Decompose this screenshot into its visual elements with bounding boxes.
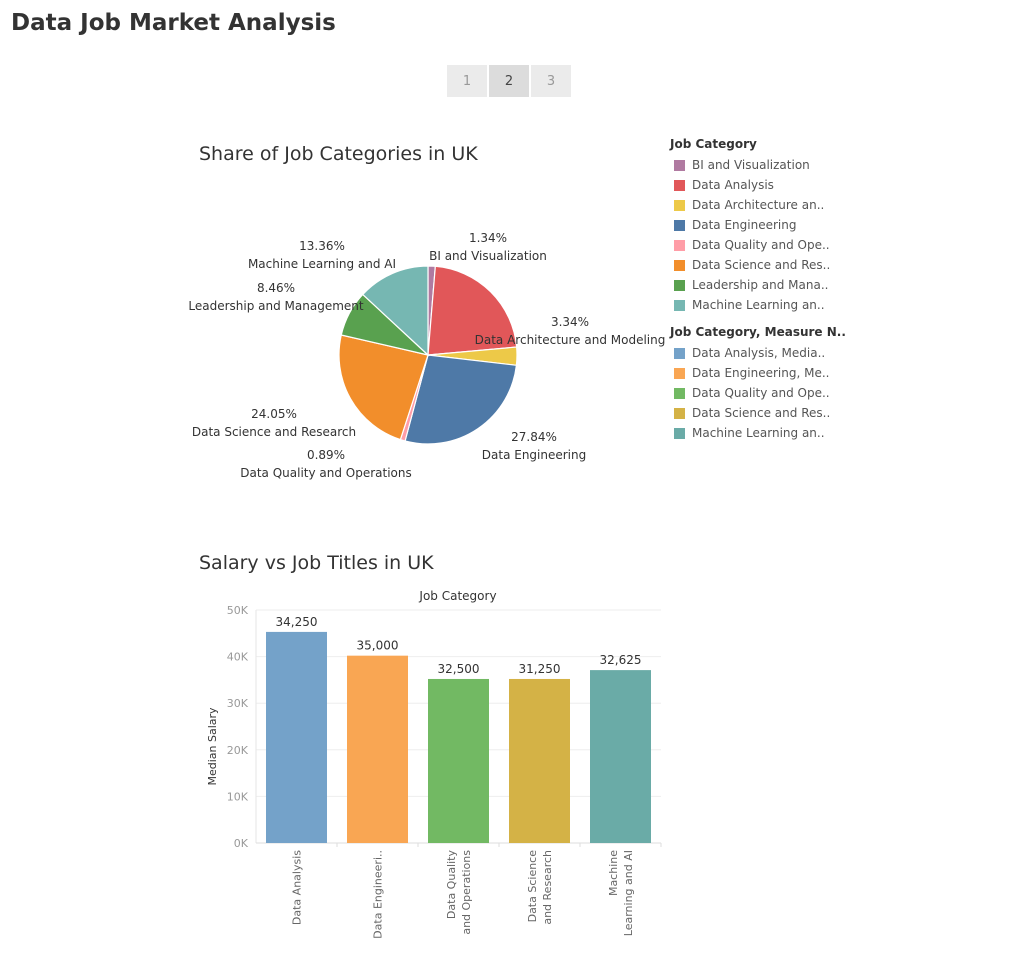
legend-title: Job Category, Measure N.. xyxy=(670,325,846,339)
legend-label: Machine Learning an.. xyxy=(692,426,825,440)
x-category-label: Data Analysis xyxy=(291,850,304,925)
bar-chart-header: Job Category xyxy=(418,589,496,603)
legend-swatch xyxy=(674,239,685,251)
y-tick-label: 20K xyxy=(227,744,249,757)
y-tick-label: 0K xyxy=(234,837,249,850)
x-category-label: and Research xyxy=(541,850,554,925)
legend-label: Data Analysis, Media.. xyxy=(692,346,826,360)
legend-label: Machine Learning an.. xyxy=(692,298,825,312)
legend2-item[interactable]: Data Engineering, Me.. xyxy=(670,363,846,383)
y-tick-label: 30K xyxy=(227,697,249,710)
legend-job-category: Job Category BI and Visualization Data An… xyxy=(670,137,846,443)
legend-label: Data Science and Res.. xyxy=(692,258,831,272)
legend-swatch xyxy=(674,407,685,419)
legend-swatch xyxy=(674,299,685,311)
pie-category-label: Leadership and Management xyxy=(188,299,364,313)
legend-label: Data Engineering, Me.. xyxy=(692,366,830,380)
pie-category-label: Data Engineering xyxy=(482,448,586,462)
bar[interactable] xyxy=(428,678,489,843)
pie-percent-label: 3.34% xyxy=(551,315,589,329)
bar[interactable] xyxy=(509,678,570,843)
pie-chart-title: Share of Job Categories in UK xyxy=(199,143,478,165)
legend-swatch xyxy=(674,159,685,171)
legend-swatch xyxy=(674,219,685,231)
bar-value-label: 32,625 xyxy=(600,653,642,667)
legend-swatch xyxy=(674,427,685,439)
legend-swatch xyxy=(674,347,685,359)
pie-slice[interactable] xyxy=(427,265,518,356)
legend-swatch xyxy=(674,387,685,399)
legend-label: BI and Visualization xyxy=(692,158,810,172)
legend-label: Data Architecture an.. xyxy=(692,198,825,212)
x-category-label: Data Science xyxy=(526,850,539,923)
bar-value-label: 31,250 xyxy=(519,662,561,676)
legend1-item[interactable]: Data Quality and Ope.. xyxy=(670,235,846,255)
pie-percent-label: 0.89% xyxy=(307,448,345,462)
legend-label: Data Quality and Ope.. xyxy=(692,238,830,252)
legend2-item[interactable]: Data Analysis, Media.. xyxy=(670,343,846,363)
page-button-2[interactable]: 2 xyxy=(489,65,529,97)
legend-swatch xyxy=(674,259,685,271)
pie-category-label: BI and Visualization xyxy=(429,249,547,263)
page-title: Data Job Market Analysis xyxy=(11,10,336,36)
legend-swatch xyxy=(674,199,685,211)
legend-swatch xyxy=(674,179,685,191)
legend1-item[interactable]: Data Science and Res.. xyxy=(670,255,846,275)
legend-label: Data Analysis xyxy=(692,178,774,192)
pie-category-label: Data Architecture and Modeling xyxy=(475,333,666,347)
bar-value-label: 32,500 xyxy=(438,662,480,676)
bar-value-label: 34,250 xyxy=(276,615,318,629)
x-category-label: Learning and AI xyxy=(622,850,635,936)
x-category-label: Data Engineeri.. xyxy=(372,850,385,939)
legend2-item[interactable]: Data Science and Res.. xyxy=(670,403,846,423)
page-button-3[interactable]: 3 xyxy=(531,65,571,97)
bar[interactable] xyxy=(347,655,408,843)
pie-category-label: Machine Learning and AI xyxy=(248,257,396,271)
legend1-item[interactable]: BI and Visualization xyxy=(670,155,846,175)
legend-label: Data Quality and Ope.. xyxy=(692,386,830,400)
y-axis-label: Median Salary xyxy=(206,707,219,786)
pie-percent-label: 8.46% xyxy=(257,281,295,295)
legend1-item[interactable]: Machine Learning an.. xyxy=(670,295,846,315)
pie-slice[interactable] xyxy=(404,354,518,445)
legend1-item[interactable]: Data Architecture an.. xyxy=(670,195,846,215)
x-category-label: Machine xyxy=(607,850,620,896)
page-selector: 1 2 3 xyxy=(447,65,571,97)
bar[interactable] xyxy=(590,670,651,843)
pie-percent-label: 24.05% xyxy=(251,407,297,421)
legend-label: Leadership and Mana.. xyxy=(692,278,829,292)
pie-slice[interactable] xyxy=(361,265,429,357)
y-tick-label: 50K xyxy=(227,604,249,617)
pie-chart: 1.34% BI and Visualization 3.34% Data Archi… xyxy=(188,231,666,480)
legend1-item[interactable]: Data Engineering xyxy=(670,215,846,235)
bar[interactable] xyxy=(266,631,327,843)
y-tick-label: 10K xyxy=(227,790,249,803)
x-category-label: Data Quality xyxy=(445,850,458,920)
pie-slice[interactable] xyxy=(338,334,429,441)
y-tick-label: 40K xyxy=(227,651,249,664)
legend2-item[interactable]: Machine Learning an.. xyxy=(670,423,846,443)
legend1-item[interactable]: Leadership and Mana.. xyxy=(670,275,846,295)
legend2-item[interactable]: Data Quality and Ope.. xyxy=(670,383,846,403)
legend-title: Job Category xyxy=(670,137,757,151)
bar-value-label: 35,000 xyxy=(357,639,399,653)
pie-percent-label: 1.34% xyxy=(469,231,507,245)
pie-category-label: Data Quality and Operations xyxy=(240,466,412,480)
page-button-1[interactable]: 1 xyxy=(447,65,487,97)
legend-label: Data Science and Res.. xyxy=(692,406,831,420)
bar-chart: Job Category 0K 10K 20K 30K 40K 50K Median Sala… xyxy=(206,589,662,939)
pie-category-label: Data Science and Research xyxy=(192,425,356,439)
x-category-label: and Operations xyxy=(460,850,473,935)
legend-swatch xyxy=(674,279,685,291)
pie-percent-label: 13.36% xyxy=(299,239,345,253)
legend-swatch xyxy=(674,367,685,379)
legend1-item[interactable]: Data Analysis xyxy=(670,175,846,195)
bar-chart-title: Salary vs Job Titles in UK xyxy=(199,552,434,574)
pie-percent-label: 27.84% xyxy=(511,430,557,444)
legend-label: Data Engineering xyxy=(692,218,797,232)
